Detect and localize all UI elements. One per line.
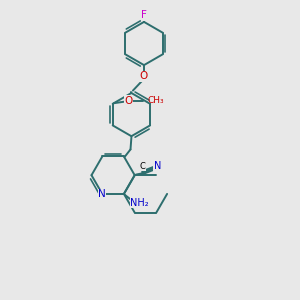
Text: O: O xyxy=(124,96,132,106)
Text: CH₃: CH₃ xyxy=(148,96,164,105)
Text: O: O xyxy=(140,71,148,82)
Text: N: N xyxy=(154,161,161,171)
Text: NH₂: NH₂ xyxy=(130,198,149,208)
Text: N: N xyxy=(98,189,106,199)
Text: C: C xyxy=(140,162,146,171)
Text: F: F xyxy=(141,10,147,20)
